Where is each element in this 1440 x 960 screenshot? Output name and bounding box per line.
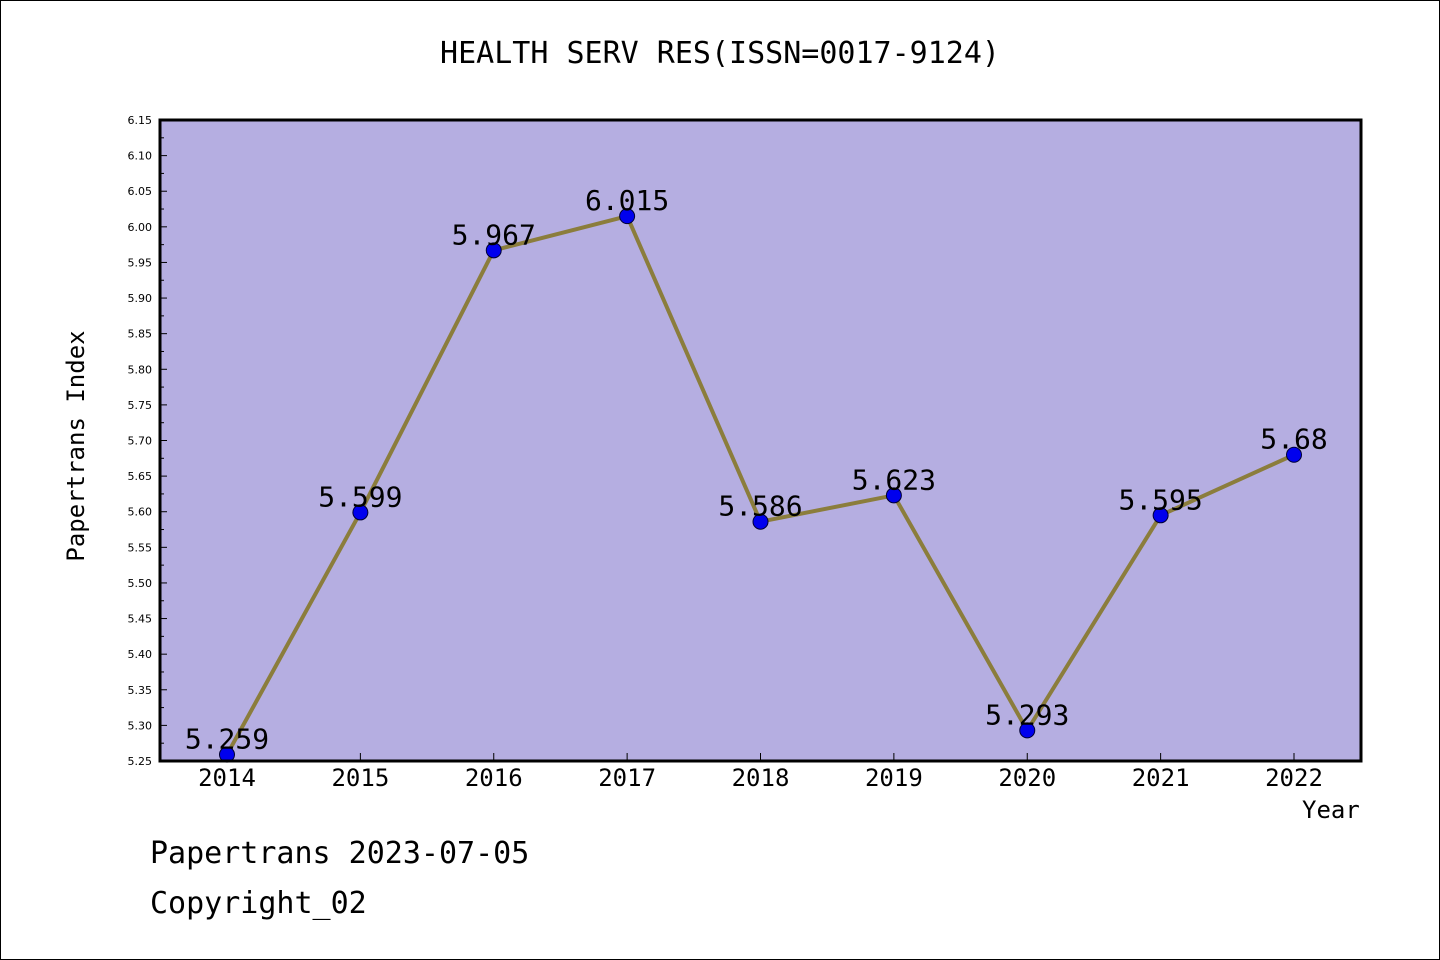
x-tick-label: 2021 bbox=[1132, 764, 1190, 792]
y-tick-label: 5.95 bbox=[128, 256, 153, 269]
y-tick-label: 5.80 bbox=[128, 363, 153, 376]
x-tick-label: 2022 bbox=[1265, 764, 1323, 792]
data-point bbox=[352, 504, 369, 521]
x-tick-label: 2014 bbox=[198, 764, 256, 792]
x-tick-label: 2015 bbox=[331, 764, 389, 792]
data-label: 5.599 bbox=[318, 480, 402, 513]
y-tick-label: 6.15 bbox=[128, 114, 153, 127]
data-label: 5.68 bbox=[1260, 423, 1327, 456]
x-axis-label: Year bbox=[1302, 796, 1360, 824]
x-tick-label: 2020 bbox=[998, 764, 1056, 792]
y-tick-label: 5.30 bbox=[128, 719, 153, 732]
y-tick-label: 5.60 bbox=[128, 506, 153, 519]
data-point bbox=[1019, 722, 1036, 739]
data-point bbox=[752, 513, 769, 530]
y-tick-label: 6.00 bbox=[128, 221, 153, 234]
y-tick-label: 5.35 bbox=[128, 684, 153, 697]
x-tick-label: 2016 bbox=[465, 764, 523, 792]
x-axis-ticks: 2014 2015 2016 2017 2018 2019 2020 2021 2022 bbox=[198, 753, 1323, 792]
data-label: 5.586 bbox=[718, 490, 802, 523]
data-point bbox=[485, 242, 502, 259]
y-tick-label: 5.45 bbox=[128, 613, 153, 626]
data-label: 5.623 bbox=[852, 463, 936, 496]
y-tick-label: 6.10 bbox=[128, 150, 153, 163]
footer-copyright: Copyright_02 bbox=[150, 886, 367, 921]
y-tick-label: 5.75 bbox=[128, 399, 153, 412]
chart-title: HEALTH SERV RES(ISSN=0017-9124) bbox=[440, 36, 1000, 71]
y-tick-label: 5.50 bbox=[128, 577, 153, 590]
y-tick-label: 5.70 bbox=[128, 435, 153, 448]
data-point bbox=[1152, 507, 1169, 524]
y-tick-label: 5.65 bbox=[128, 470, 153, 483]
x-tick-label: 2019 bbox=[865, 764, 923, 792]
y-tick-label: 5.40 bbox=[128, 648, 153, 661]
data-label: 5.595 bbox=[1118, 483, 1202, 516]
data-label: 5.293 bbox=[985, 698, 1069, 731]
footer-date: Papertrans 2023-07-05 bbox=[150, 836, 530, 871]
y-tick-label: 6.05 bbox=[128, 185, 153, 198]
plot-border bbox=[158, 118, 1363, 763]
data-point bbox=[619, 208, 636, 225]
data-label: 5.967 bbox=[452, 218, 536, 251]
y-tick-label: 5.25 bbox=[128, 755, 153, 768]
data-label: 6.015 bbox=[585, 184, 669, 217]
y-tick-label: 5.55 bbox=[128, 541, 153, 554]
data-markers bbox=[219, 208, 1302, 763]
data-point bbox=[1286, 446, 1302, 463]
plot-area bbox=[160, 120, 1361, 761]
y-tick-label: 5.85 bbox=[128, 328, 153, 341]
data-label: 5.259 bbox=[185, 723, 269, 756]
y-tick-label: 5.90 bbox=[128, 292, 153, 305]
y-axis-ticks: 5.25 5.30 5.35 5.40 5.45 5.50 5.55 5.60 5.65 5.70… bbox=[128, 114, 167, 768]
data-point bbox=[885, 487, 902, 504]
x-tick-label: 2017 bbox=[598, 764, 656, 792]
data-labels: 5.259 5.599 5.967 6.015 5.586 5.623 5.293 5.595… bbox=[185, 184, 1328, 755]
x-tick-label: 2018 bbox=[732, 764, 790, 792]
